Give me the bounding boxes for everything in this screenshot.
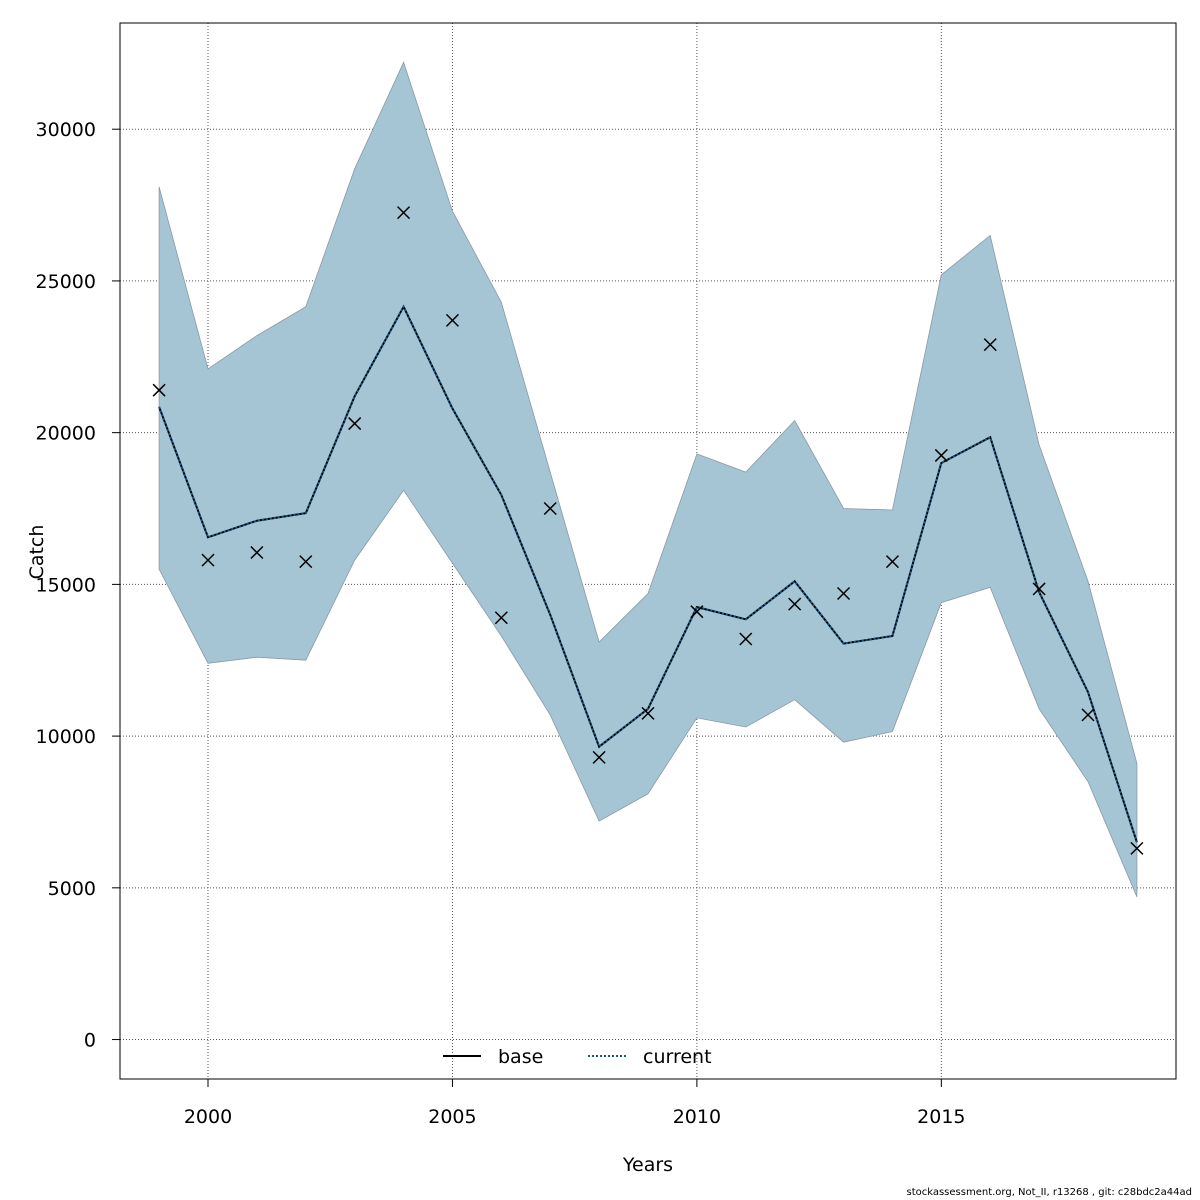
y-tick-label-20000: 20000: [36, 423, 96, 445]
observed-point-2006: [494, 611, 508, 625]
observed-point-2008: [592, 750, 606, 764]
observed-point-2007: [543, 501, 557, 516]
observed-points: [152, 206, 1144, 855]
y-tick-label-10000: 10000: [36, 726, 96, 748]
confidence-band: [158, 61, 1138, 898]
legend: base current: [443, 1046, 712, 1068]
legend-label-current: current: [643, 1046, 712, 1068]
y-axis: 0 5000 10000 15000 20000 25000 30000: [36, 119, 120, 1052]
observed-point-2017: [1032, 582, 1046, 596]
observed-point-2018: [1081, 708, 1095, 722]
footer-note: stockassessment.org, Not_II, r13268 , gi…: [906, 1187, 1192, 1198]
plot-frame: [119, 22, 1177, 1080]
x-axis: 2000 2005 2010 2015: [184, 1079, 966, 1128]
observed-point-2016: [983, 338, 997, 352]
observed-point-2003: [348, 417, 362, 431]
series-line-current: [158, 304, 1138, 843]
y-tick-label-25000: 25000: [36, 271, 96, 293]
series-lines: [158, 304, 1138, 843]
observed-point-2009: [641, 706, 655, 720]
y-tick-label-15000: 15000: [36, 574, 96, 596]
legend-label-base: base: [498, 1046, 543, 1068]
observed-point-2002: [299, 555, 313, 569]
x-tick-label-2010: 2010: [673, 1106, 721, 1128]
y-axis-title: Catch: [26, 525, 48, 580]
observed-point-1999: [152, 383, 166, 397]
observed-point-2011: [739, 632, 753, 646]
observed-point-2004: [397, 206, 411, 220]
observed-point-2001: [250, 545, 264, 560]
x-tick-label-2005: 2005: [428, 1106, 476, 1128]
observed-point-2015: [934, 448, 948, 462]
confidence-band-area: [158, 61, 1138, 898]
x-tick-label-2000: 2000: [184, 1106, 232, 1128]
x-axis-title: Years: [622, 1154, 673, 1176]
observed-point-2010: [690, 605, 704, 619]
observed-point-2005: [445, 313, 459, 327]
y-tick-label-30000: 30000: [36, 119, 96, 141]
observed-point-2019: [1130, 841, 1144, 855]
observed-point-2012: [788, 597, 802, 611]
observed-point-2000: [201, 553, 215, 567]
y-tick-label-0: 0: [84, 1030, 96, 1052]
observed-point-2013: [837, 586, 851, 601]
observed-point-2014: [885, 555, 899, 569]
x-tick-label-2015: 2015: [917, 1106, 965, 1128]
y-tick-label-5000: 5000: [48, 878, 96, 900]
